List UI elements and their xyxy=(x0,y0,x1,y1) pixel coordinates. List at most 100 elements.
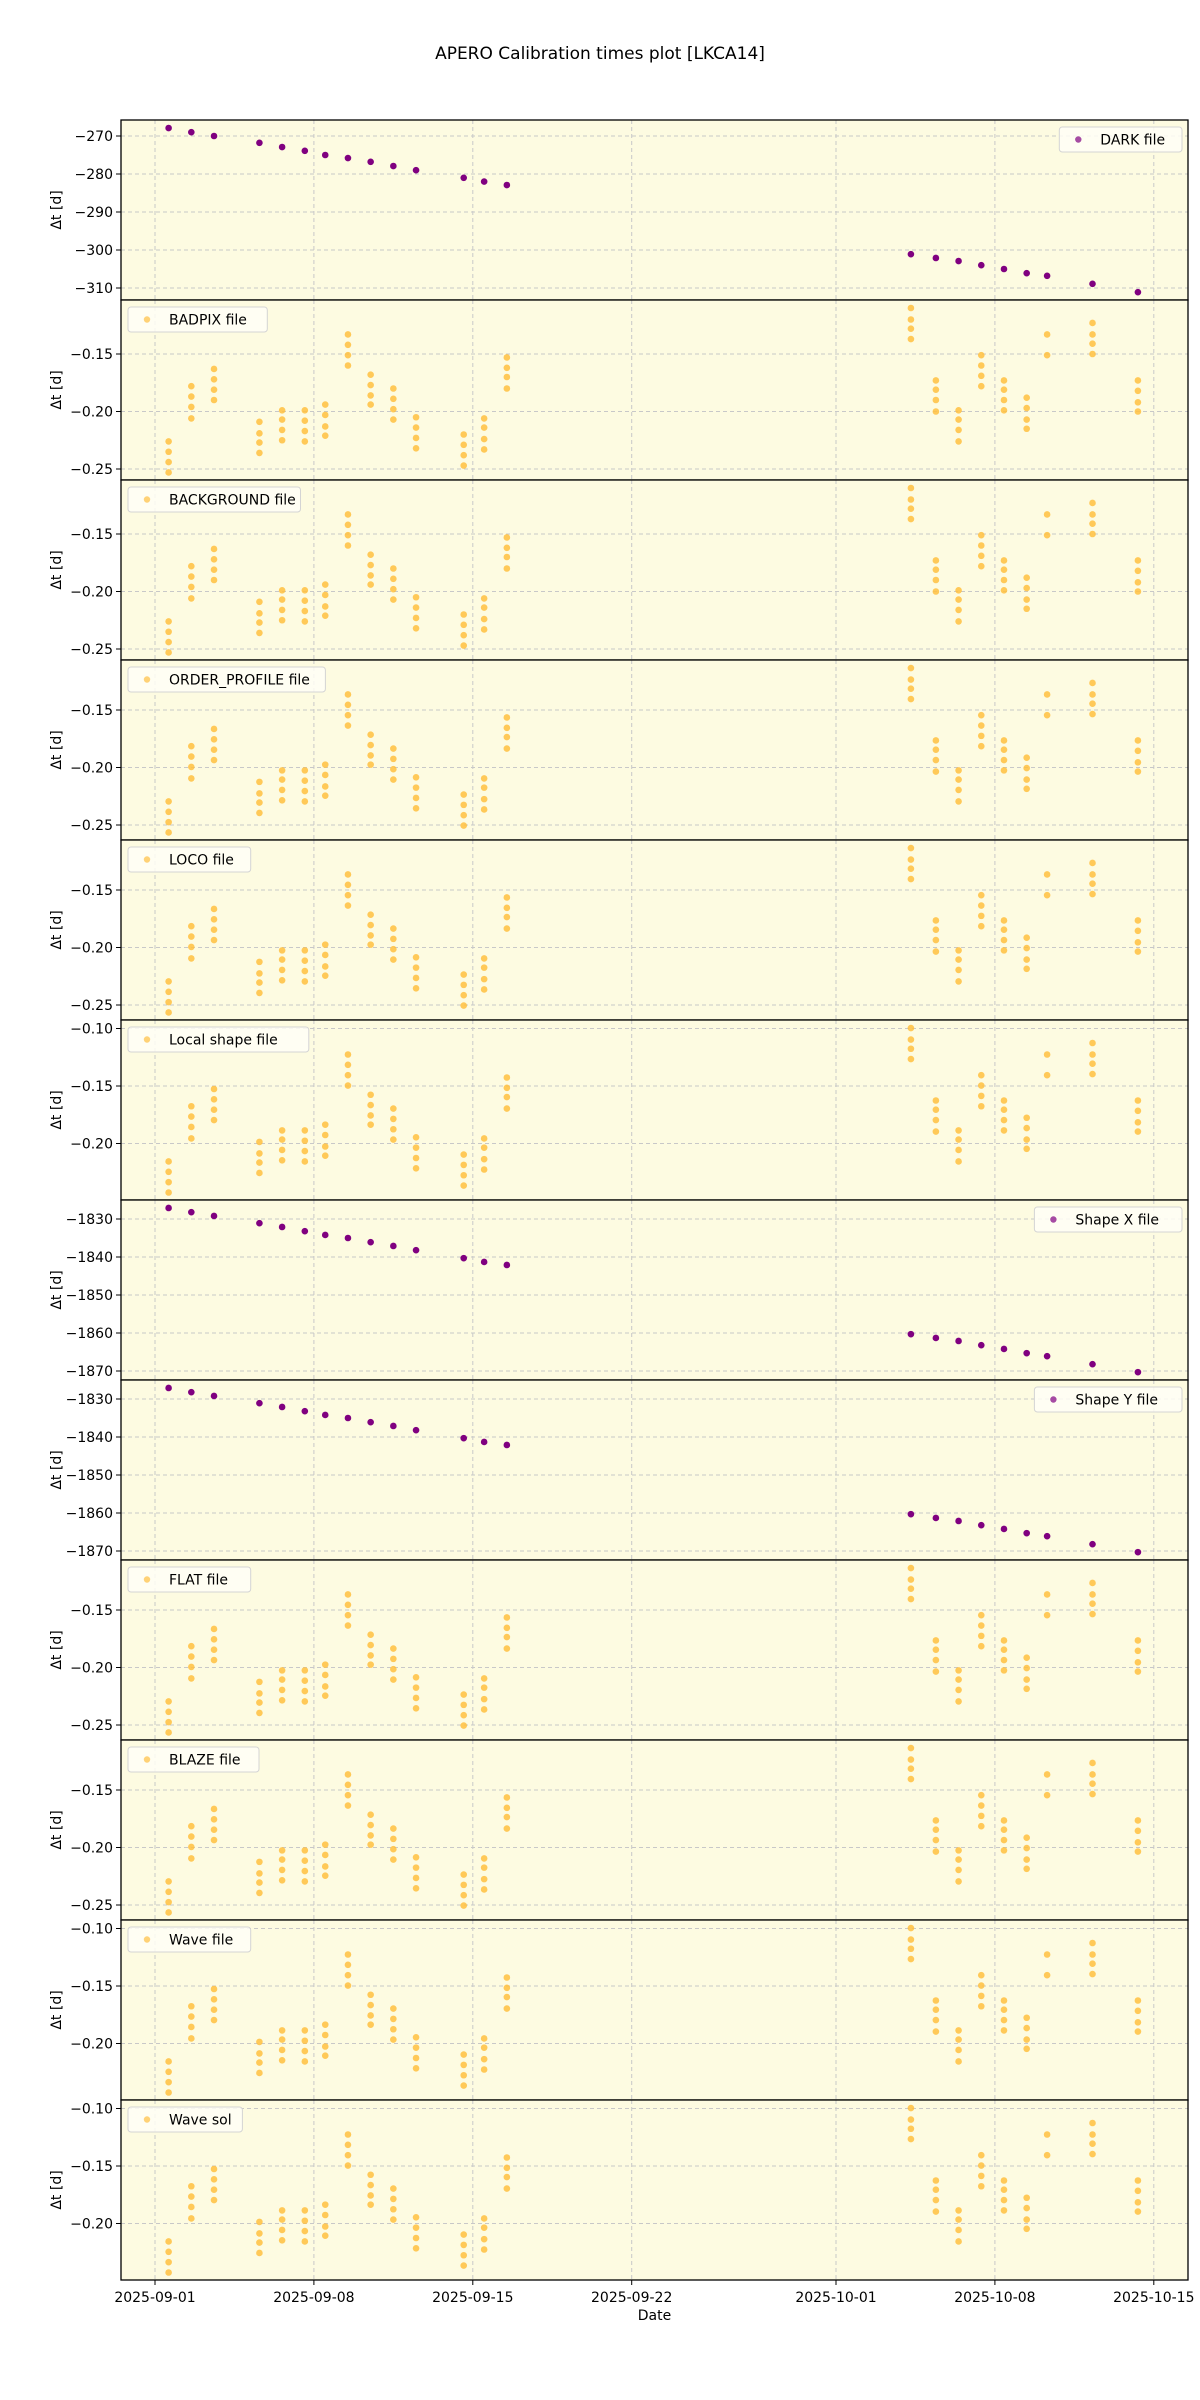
panel-order-profile-file: −0.15 −0.20 −0.25 Δt [d] ORDER_PROFILE file xyxy=(49,659,1189,841)
data-point xyxy=(480,975,488,983)
data-point xyxy=(907,1564,915,1572)
panel-loco-file: −0.15 −0.20 −0.25 Δt [d] LOCO file xyxy=(49,839,1189,1021)
data-point xyxy=(165,2258,172,2266)
data-point xyxy=(367,2001,374,2009)
y-tick-label: −0.20 xyxy=(70,1137,113,1153)
data-points xyxy=(165,844,1142,1016)
data-point xyxy=(460,811,468,819)
data-point xyxy=(367,921,374,929)
data-point xyxy=(278,426,286,434)
data-point xyxy=(955,1866,962,1874)
data-point xyxy=(955,438,962,445)
data-point xyxy=(165,978,172,985)
data-point xyxy=(165,469,172,476)
legend: Wave file xyxy=(127,1926,252,1953)
data-point xyxy=(165,2248,172,2256)
data-point xyxy=(301,978,309,985)
data-point xyxy=(321,2201,329,2208)
data-point xyxy=(278,2207,286,2214)
data-point xyxy=(210,2176,218,2183)
y-tick-label: −1850 xyxy=(66,1288,113,1304)
data-point xyxy=(256,1699,263,1706)
data-point xyxy=(278,1156,286,1164)
data-point xyxy=(977,912,985,920)
data-point xyxy=(321,941,329,948)
data-point xyxy=(278,2236,286,2244)
legend-label: BLAZE file xyxy=(169,1753,241,1769)
data-point xyxy=(412,1426,420,1434)
data-point xyxy=(321,1863,329,1870)
data-point xyxy=(301,1137,309,1145)
legend-box xyxy=(127,486,301,513)
data-point xyxy=(390,575,397,583)
data-point xyxy=(460,822,468,829)
data-point xyxy=(955,407,962,414)
data-point xyxy=(301,147,309,155)
data-point xyxy=(480,415,488,422)
data-point xyxy=(460,1151,468,1158)
data-point xyxy=(321,432,329,439)
data-point xyxy=(480,1886,488,1893)
data-point xyxy=(503,733,511,741)
data-point xyxy=(412,2033,420,2041)
data-points xyxy=(165,664,1142,836)
data-point xyxy=(977,562,985,570)
data-point xyxy=(1043,2151,1051,2159)
data-point xyxy=(1023,584,1030,592)
data-point xyxy=(367,371,374,379)
data-point xyxy=(503,1093,511,1101)
data-point xyxy=(301,1847,309,1854)
data-point xyxy=(256,139,263,147)
data-point xyxy=(1043,1532,1051,1540)
data-point xyxy=(907,1924,915,1932)
data-point xyxy=(460,971,468,978)
data-point xyxy=(278,1676,286,1683)
data-point xyxy=(1089,1771,1096,1778)
plot-background xyxy=(121,2100,1188,2280)
data-point xyxy=(1043,1591,1051,1598)
data-point xyxy=(301,618,309,625)
data-point xyxy=(1089,1780,1096,1787)
data-point xyxy=(907,1036,915,1043)
data-point xyxy=(165,2078,172,2086)
data-point xyxy=(977,1341,985,1349)
legend-label: BADPIX file xyxy=(169,313,247,329)
data-point xyxy=(955,966,962,974)
data-point xyxy=(480,784,488,791)
y-tick-label: −0.15 xyxy=(70,883,113,899)
data-point xyxy=(256,809,263,817)
data-point xyxy=(412,1694,420,1702)
data-point xyxy=(210,556,218,563)
data-point xyxy=(412,413,420,421)
data-point xyxy=(321,411,329,419)
data-point xyxy=(344,1051,352,1058)
data-point xyxy=(301,427,309,435)
data-point xyxy=(321,2052,329,2059)
data-point xyxy=(1089,1790,1096,1798)
data-point xyxy=(1000,566,1008,573)
y-tick-label: −290 xyxy=(75,205,113,221)
data-point xyxy=(390,1136,397,1143)
data-points xyxy=(165,1204,1142,1376)
data-point xyxy=(955,2238,962,2245)
data-point xyxy=(460,1891,468,1899)
plot-background xyxy=(121,120,1188,300)
data-point xyxy=(480,2066,488,2073)
data-point xyxy=(503,1984,511,1992)
data-point xyxy=(278,2046,286,2054)
data-point xyxy=(907,1024,915,1032)
data-point xyxy=(165,1898,172,1906)
plot-background xyxy=(121,840,1188,1020)
data-point xyxy=(1134,948,1142,955)
data-point xyxy=(907,1955,915,1963)
data-point xyxy=(480,1675,488,1682)
data-point xyxy=(390,1835,397,1843)
data-point xyxy=(1043,711,1051,719)
data-point xyxy=(367,1121,374,1128)
data-point xyxy=(165,1009,172,1016)
data-point xyxy=(165,808,172,816)
data-point xyxy=(301,438,309,445)
data-point xyxy=(1043,1951,1051,1958)
data-point xyxy=(503,181,511,189)
data-point xyxy=(977,2151,985,2159)
